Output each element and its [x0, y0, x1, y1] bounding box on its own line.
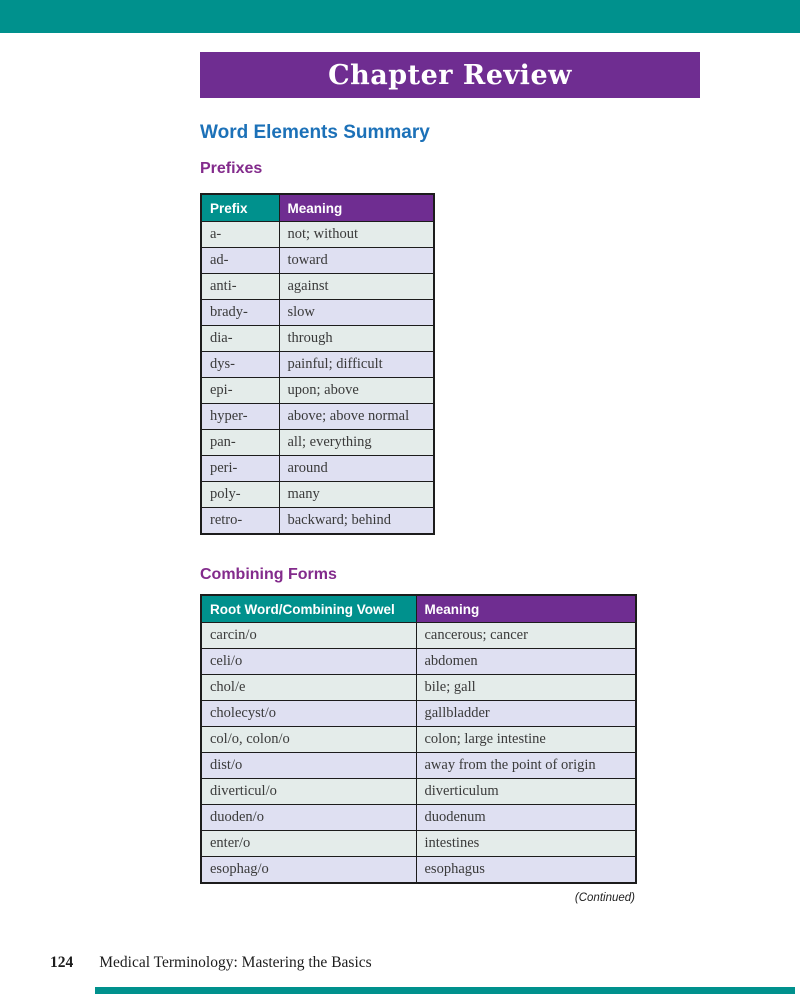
table-row: celi/o abdomen [200, 648, 637, 675]
column-header-meaning: Meaning [278, 193, 435, 222]
column-header-root-word: Root Word/Combining Vowel [200, 594, 417, 623]
chapter-review-banner: Chapter Review [200, 52, 700, 98]
table-cell: a- [200, 221, 280, 248]
table-row: pan-all; everything [200, 429, 435, 456]
table-cell: dist/o [200, 752, 417, 779]
table-cell: retro- [200, 507, 280, 535]
top-accent-bar [0, 0, 800, 33]
table-cell: carcin/o [200, 622, 417, 649]
table-cell: away from the point of origin [415, 752, 637, 779]
table-row: dist/o away from the point of origin [200, 752, 637, 779]
table-row: cholecyst/o gallbladder [200, 700, 637, 727]
table-row: poly-many [200, 481, 435, 508]
table-row: chol/e bile; gall [200, 674, 637, 701]
table-cell: many [278, 481, 435, 508]
table-cell: anti- [200, 273, 280, 300]
table-cell: upon; above [278, 377, 435, 404]
table-row: carcin/o cancerous; cancer [200, 622, 637, 649]
table-cell: celi/o [200, 648, 417, 675]
table-cell: not; without [278, 221, 435, 248]
table-cell: abdomen [415, 648, 637, 675]
table-cell: pan- [200, 429, 280, 456]
table-cell: cancerous; cancer [415, 622, 637, 649]
table-row: dia-through [200, 325, 435, 352]
table-cell: cholecyst/o [200, 700, 417, 727]
continued-note: (Continued) [574, 892, 635, 904]
book-title: Medical Terminology: Mastering the Basic… [99, 954, 372, 971]
prefixes-table: Prefix Meaning a-not; without ad-toward an… [200, 193, 435, 535]
banner-title: Chapter Review [328, 59, 572, 91]
table-header-row: Prefix Meaning [200, 193, 435, 222]
table-cell: hyper- [200, 403, 280, 430]
table-cell: all; everything [278, 429, 435, 456]
table-cell: diverticulum [415, 778, 637, 805]
table-cell: brady- [200, 299, 280, 326]
column-header-meaning: Meaning [415, 594, 637, 623]
table-row: peri-around [200, 455, 435, 482]
table-row: anti-against [200, 273, 435, 300]
column-header-prefix: Prefix [200, 193, 280, 222]
table-cell: duodenum [415, 804, 637, 831]
combining-forms-heading: Combining Forms [200, 566, 337, 583]
table-row: retro-backward; behind [200, 507, 435, 535]
table-cell: gallbladder [415, 700, 637, 727]
table-cell: slow [278, 299, 435, 326]
table-row: enter/o intestines [200, 830, 637, 857]
table-cell: bile; gall [415, 674, 637, 701]
table-row: brady-slow [200, 299, 435, 326]
table-cell: esophag/o [200, 856, 417, 884]
table-header-row: Root Word/Combining Vowel Meaning [200, 594, 637, 623]
table-cell: toward [278, 247, 435, 274]
table-row: duoden/o duodenum [200, 804, 637, 831]
bottom-accent-bar [95, 987, 795, 994]
section-title: Word Elements Summary [200, 122, 430, 143]
page-footer: 124 Medical Terminology: Mastering the Ba… [50, 954, 372, 972]
table-cell: peri- [200, 455, 280, 482]
table-cell: col/o, colon/o [200, 726, 417, 753]
table-row: diverticul/o diverticulum [200, 778, 637, 805]
table-cell: enter/o [200, 830, 417, 857]
table-cell: ad- [200, 247, 280, 274]
table-cell: dys- [200, 351, 280, 378]
page-number: 124 [50, 954, 74, 971]
combining-forms-table: Root Word/Combining Vowel Meaning carcin… [200, 594, 637, 884]
table-row: esophag/o esophagus [200, 856, 637, 884]
table-row: dys-painful; difficult [200, 351, 435, 378]
table-cell: esophagus [415, 856, 637, 884]
table-cell: intestines [415, 830, 637, 857]
table-cell: colon; large intestine [415, 726, 637, 753]
table-cell: diverticul/o [200, 778, 417, 805]
table-cell: poly- [200, 481, 280, 508]
table-row: epi-upon; above [200, 377, 435, 404]
table-cell: chol/e [200, 674, 417, 701]
table-cell: duoden/o [200, 804, 417, 831]
table-cell: painful; difficult [278, 351, 435, 378]
table-row: a-not; without [200, 221, 435, 248]
table-cell: above; above normal [278, 403, 435, 430]
table-row: col/o, colon/o colon; large intestine [200, 726, 637, 753]
table-cell: against [278, 273, 435, 300]
table-cell: epi- [200, 377, 280, 404]
table-row: ad-toward [200, 247, 435, 274]
table-cell: through [278, 325, 435, 352]
table-row: hyper-above; above normal [200, 403, 435, 430]
table-cell: around [278, 455, 435, 482]
table-cell: dia- [200, 325, 280, 352]
prefixes-heading: Prefixes [200, 160, 263, 177]
table-cell: backward; behind [278, 507, 435, 535]
